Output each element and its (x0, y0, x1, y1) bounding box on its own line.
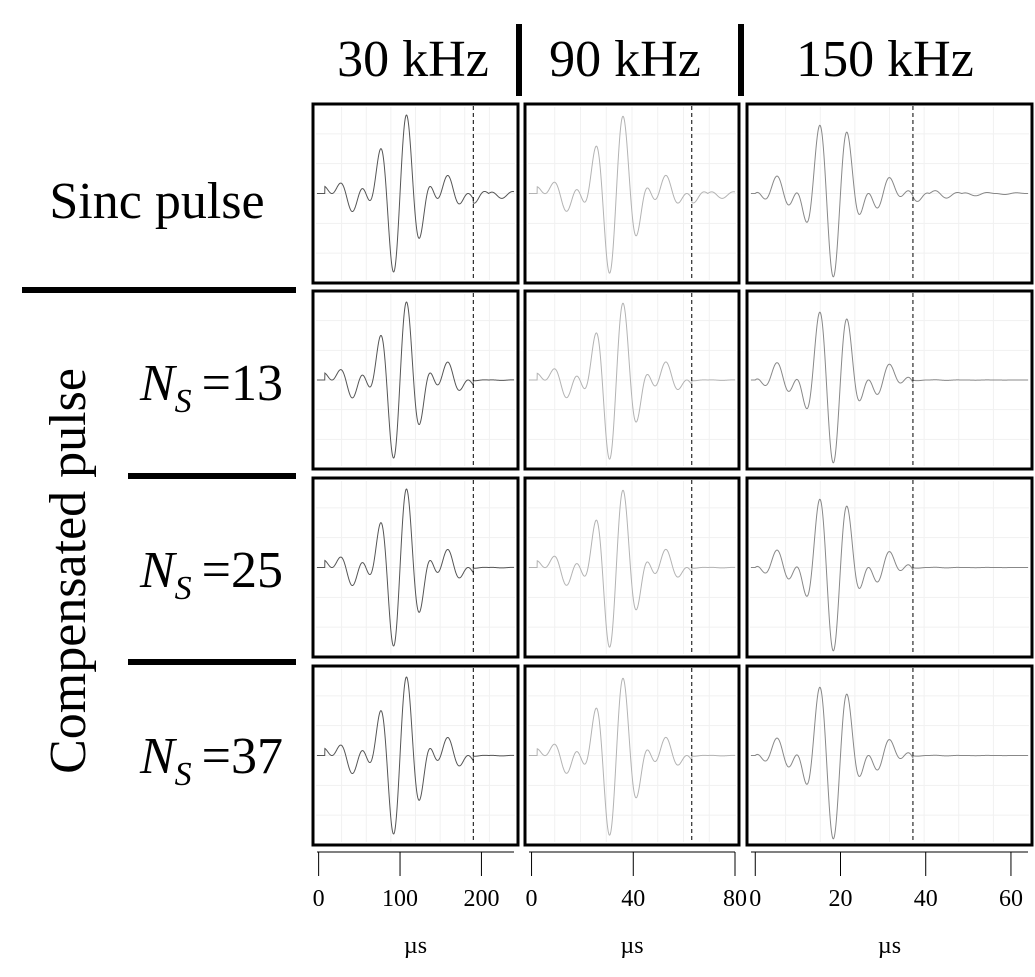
panel-frame (745, 289, 1034, 471)
panel-frame (311, 289, 520, 471)
header-divider (738, 24, 744, 96)
panel-frame (745, 664, 1034, 847)
panel-1-1 (523, 289, 741, 471)
waveform-series (751, 686, 1028, 840)
ns-value: =37 (202, 728, 283, 785)
waveform-series (751, 311, 1028, 464)
panel-0-2 (311, 476, 520, 659)
col-header-30khz: 30 kHz (337, 31, 489, 88)
header-divider (516, 24, 522, 96)
ns-subscript: S (175, 383, 192, 420)
waveform-series (529, 302, 735, 460)
x-tick-label: 80 (723, 886, 747, 912)
panel-2-3 (745, 664, 1034, 847)
panel-frame (523, 664, 741, 847)
x-tick-label: 0 (749, 886, 761, 912)
x-tick-label: 100 (382, 886, 418, 912)
waveform-series (529, 115, 736, 274)
waveform-series (317, 301, 515, 459)
x-tick-label: 60 (999, 886, 1023, 912)
panel-1-3 (523, 664, 741, 847)
panel-grid (311, 102, 1034, 847)
x-tick-label: 40 (914, 886, 938, 912)
col-header-90khz: 90 kHz (549, 31, 701, 88)
panel-frame (745, 476, 1034, 659)
x-tick-label: 20 (828, 886, 852, 912)
ns-subscript: S (175, 570, 192, 607)
x-tick-label: 0 (313, 886, 325, 912)
panel-0-3 (311, 664, 520, 847)
waveform-series (529, 489, 735, 648)
row-label-ns37: NS =37 (139, 728, 283, 793)
row-divider (128, 659, 296, 665)
ns-symbol: N (139, 542, 178, 599)
row-group-label: Compensated pulse (40, 368, 97, 774)
waveform-series (317, 676, 514, 835)
waveform-series (529, 677, 735, 836)
waveform-series (317, 488, 514, 647)
row-divider (22, 287, 296, 293)
col-header-150khz: 150 kHz (796, 31, 974, 88)
row-divider (128, 473, 296, 479)
x-axis-label: µs (404, 933, 427, 959)
ns-subscript: S (175, 756, 192, 793)
x-tick-label: 200 (463, 886, 499, 912)
x-axis-label: µs (620, 933, 643, 959)
ns-value: =25 (202, 542, 283, 599)
waveform-series (317, 114, 515, 273)
panel-0-0 (311, 102, 520, 285)
ns-symbol: N (139, 355, 178, 412)
ns-symbol: N (139, 728, 178, 785)
panel-2-1 (745, 289, 1034, 471)
panel-frame (311, 664, 520, 847)
row-label-sinc: Sinc pulse (49, 173, 264, 230)
x-axes: 0 100 200 µs 0 40 80 µs 0 20 40 60 µs (313, 851, 1028, 959)
panel-frame (523, 476, 741, 659)
x-tick-label: 0 (526, 886, 538, 912)
x-tick-label: 40 (621, 886, 645, 912)
panel-frame (523, 289, 741, 471)
panel-frame (311, 476, 520, 659)
panel-1-0 (523, 102, 741, 285)
panel-0-1 (311, 289, 520, 471)
panel-frame (311, 102, 520, 285)
ns-value: =13 (202, 355, 283, 412)
x-axis-label: µs (878, 933, 901, 959)
waveform-series (751, 498, 1028, 652)
panel-1-2 (523, 476, 741, 659)
panel-frame (745, 102, 1034, 285)
row-label-ns25: NS =25 (139, 542, 283, 607)
panel-2-2 (745, 476, 1034, 659)
panel-2-0 (745, 102, 1034, 285)
waveform-series (751, 124, 1029, 278)
row-label-ns13: NS =13 (139, 355, 283, 420)
panel-frame (523, 102, 741, 285)
